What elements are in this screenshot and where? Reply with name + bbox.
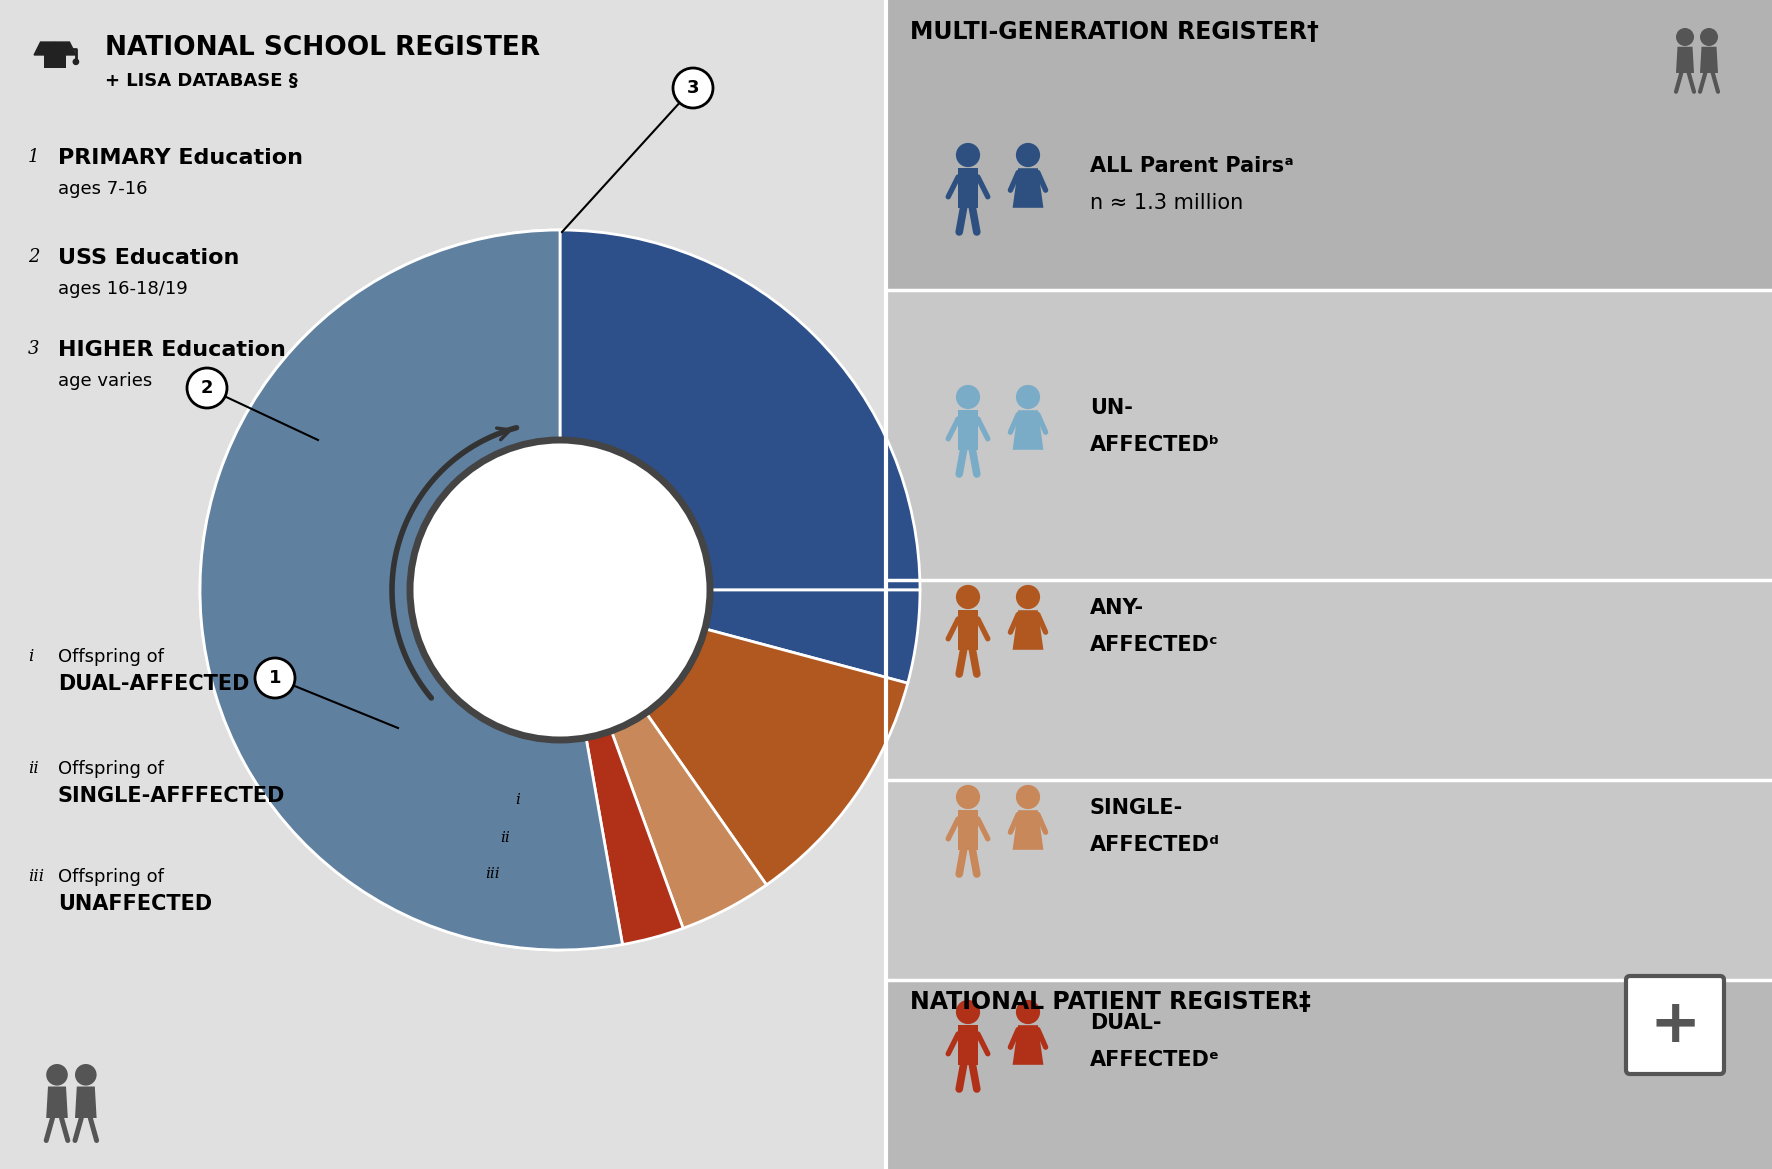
Circle shape bbox=[1699, 28, 1719, 46]
Text: NATIONAL PATIENT REGISTER‡: NATIONAL PATIENT REGISTER‡ bbox=[911, 990, 1311, 1014]
Text: ALL Parent Pairsᵃ: ALL Parent Pairsᵃ bbox=[1090, 155, 1294, 177]
Bar bbox=[886, 0, 1772, 290]
Bar bbox=[959, 810, 978, 850]
Text: ANY-: ANY- bbox=[1090, 599, 1145, 618]
Circle shape bbox=[955, 143, 980, 167]
Polygon shape bbox=[1699, 47, 1719, 72]
Bar bbox=[959, 410, 978, 450]
Text: DUAL-AFFECTED: DUAL-AFFECTED bbox=[58, 675, 250, 694]
Circle shape bbox=[46, 1064, 67, 1086]
Circle shape bbox=[1676, 28, 1694, 46]
Circle shape bbox=[955, 999, 980, 1024]
Text: iii: iii bbox=[486, 867, 500, 881]
FancyBboxPatch shape bbox=[1627, 976, 1724, 1074]
Circle shape bbox=[188, 368, 227, 408]
Text: i: i bbox=[516, 793, 519, 807]
Text: n ≈ 1.3 million: n ≈ 1.3 million bbox=[1090, 193, 1244, 213]
Bar bbox=[886, 980, 1772, 1169]
Polygon shape bbox=[1012, 410, 1044, 450]
Wedge shape bbox=[200, 230, 560, 950]
Polygon shape bbox=[44, 54, 66, 68]
Circle shape bbox=[1015, 584, 1040, 609]
Circle shape bbox=[1015, 784, 1040, 809]
Polygon shape bbox=[34, 42, 76, 55]
Text: ages 16-18/19: ages 16-18/19 bbox=[58, 281, 188, 298]
Text: i: i bbox=[28, 648, 34, 665]
Text: MULTI-GENERATION REGISTER†: MULTI-GENERATION REGISTER† bbox=[911, 20, 1318, 44]
Text: 3: 3 bbox=[28, 340, 39, 358]
Circle shape bbox=[1015, 385, 1040, 409]
Bar bbox=[959, 610, 978, 650]
Bar bbox=[886, 580, 1772, 780]
Wedge shape bbox=[328, 357, 560, 823]
Wedge shape bbox=[385, 415, 560, 765]
Text: AFFECTEDᵉ: AFFECTEDᵉ bbox=[1090, 1050, 1219, 1070]
Text: 2: 2 bbox=[28, 248, 39, 267]
Text: DUAL-: DUAL- bbox=[1090, 1014, 1161, 1033]
Text: ii: ii bbox=[500, 831, 510, 845]
Circle shape bbox=[1015, 143, 1040, 167]
Text: PRIMARY Education: PRIMARY Education bbox=[58, 148, 303, 168]
Text: UN-: UN- bbox=[1090, 397, 1132, 419]
Circle shape bbox=[73, 60, 78, 64]
Polygon shape bbox=[46, 1086, 67, 1118]
Bar bbox=[886, 780, 1772, 980]
Circle shape bbox=[1015, 999, 1040, 1024]
Circle shape bbox=[255, 658, 294, 698]
Polygon shape bbox=[48, 42, 62, 55]
Wedge shape bbox=[647, 629, 907, 885]
Text: 1: 1 bbox=[269, 669, 282, 687]
Circle shape bbox=[673, 68, 712, 108]
Polygon shape bbox=[74, 1086, 97, 1118]
Wedge shape bbox=[200, 230, 622, 950]
Polygon shape bbox=[1676, 47, 1694, 72]
Text: SINGLE-AFFFECTED: SINGLE-AFFFECTED bbox=[58, 786, 285, 805]
Text: age varies: age varies bbox=[58, 372, 152, 390]
Text: +: + bbox=[1650, 996, 1701, 1054]
Text: + LISA DATABASE §: + LISA DATABASE § bbox=[105, 72, 298, 90]
Text: Offspring of: Offspring of bbox=[58, 648, 163, 666]
Wedge shape bbox=[587, 731, 684, 945]
Circle shape bbox=[74, 1064, 97, 1086]
Bar bbox=[959, 168, 978, 208]
Text: Offspring of: Offspring of bbox=[58, 760, 163, 779]
Text: AFFECTEDᵇ: AFFECTEDᵇ bbox=[1090, 435, 1219, 455]
Text: 1: 1 bbox=[28, 148, 39, 166]
Polygon shape bbox=[1012, 1025, 1044, 1065]
Text: Offspring of: Offspring of bbox=[58, 869, 163, 886]
Text: 3: 3 bbox=[688, 79, 700, 97]
Text: UNAFFECTED: UNAFFECTED bbox=[58, 894, 213, 914]
Circle shape bbox=[955, 584, 980, 609]
Wedge shape bbox=[611, 713, 767, 928]
Polygon shape bbox=[1012, 168, 1044, 208]
Wedge shape bbox=[266, 295, 560, 885]
Circle shape bbox=[955, 385, 980, 409]
Text: NATIONAL SCHOOL REGISTER: NATIONAL SCHOOL REGISTER bbox=[105, 35, 540, 61]
Text: 2: 2 bbox=[200, 379, 213, 397]
Text: ages 7-16: ages 7-16 bbox=[58, 180, 147, 198]
Text: HIGHER Education: HIGHER Education bbox=[58, 340, 285, 360]
Wedge shape bbox=[705, 590, 920, 683]
Text: USS Education: USS Education bbox=[58, 248, 239, 268]
Circle shape bbox=[409, 440, 711, 740]
Bar bbox=[959, 1025, 978, 1065]
Wedge shape bbox=[560, 230, 920, 590]
Text: AFFECTEDᶜ: AFFECTEDᶜ bbox=[1090, 635, 1219, 655]
Text: iii: iii bbox=[28, 869, 44, 885]
Circle shape bbox=[955, 784, 980, 809]
Bar bbox=[886, 290, 1772, 580]
Text: AFFECTEDᵈ: AFFECTEDᵈ bbox=[1090, 835, 1219, 855]
Polygon shape bbox=[1012, 810, 1044, 850]
Text: ii: ii bbox=[28, 760, 39, 777]
Polygon shape bbox=[1012, 610, 1044, 650]
Text: SINGLE-: SINGLE- bbox=[1090, 798, 1184, 818]
Bar bbox=[0, 0, 886, 1169]
